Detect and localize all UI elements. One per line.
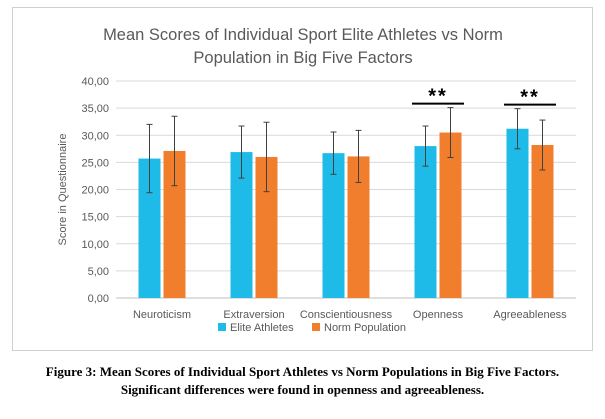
legend-label-elite-athletes: Elite Athletes (230, 322, 294, 334)
y-tick-label: 0,00 (88, 293, 109, 305)
chart-title-line-1: Mean Scores of Individual Sport Elite At… (103, 26, 503, 44)
x-tick-label: Conscientiousness (300, 309, 393, 321)
bar-elite-athletes (414, 146, 437, 298)
figure-caption-line-1: Figure 3: Mean Scores of Individual Spor… (45, 364, 560, 379)
legend-swatch-elite-athletes (218, 323, 226, 331)
figure-caption-line-2: Significant differences were found in op… (120, 382, 485, 397)
significance-marker: ** (520, 87, 540, 109)
y-tick-label: 10,00 (81, 239, 109, 251)
bar-elite-athletes (506, 128, 529, 298)
bar-norm-population (347, 156, 370, 298)
x-tick-label: Neuroticism (133, 309, 191, 321)
y-axis-label: Score in Questionnaire (57, 134, 69, 246)
bar-norm-population (255, 156, 278, 298)
y-tick-label: 15,00 (81, 212, 109, 224)
x-tick-label: Openness (413, 309, 464, 321)
x-tick-label: Agreeableness (493, 309, 567, 321)
bar-norm-population (531, 145, 554, 298)
legend-label-norm-population: Norm Population (324, 322, 406, 334)
bar-elite-athletes (138, 158, 161, 298)
bar-chart: Mean Scores of Individual Sport Elite At… (57, 26, 576, 334)
bar-norm-population (439, 132, 462, 298)
legend-swatch-norm-population (312, 323, 320, 331)
y-tick-label: 30,00 (81, 130, 109, 142)
significance-marker: ** (428, 86, 448, 108)
bar-norm-population (163, 150, 186, 298)
y-tick-label: 20,00 (81, 185, 109, 197)
y-tick-label: 40,00 (81, 76, 109, 88)
bar-elite-athletes (230, 152, 253, 298)
chart-title-line-2: Population in Big Five Factors (193, 49, 412, 67)
y-tick-label: 35,00 (81, 103, 109, 115)
y-tick-label: 5,00 (88, 266, 109, 278)
bar-elite-athletes (322, 153, 345, 298)
y-tick-label: 25,00 (81, 157, 109, 169)
x-tick-label: Extraversion (223, 309, 284, 321)
chart-frame: Mean Scores of Individual Sport Elite At… (12, 7, 593, 351)
